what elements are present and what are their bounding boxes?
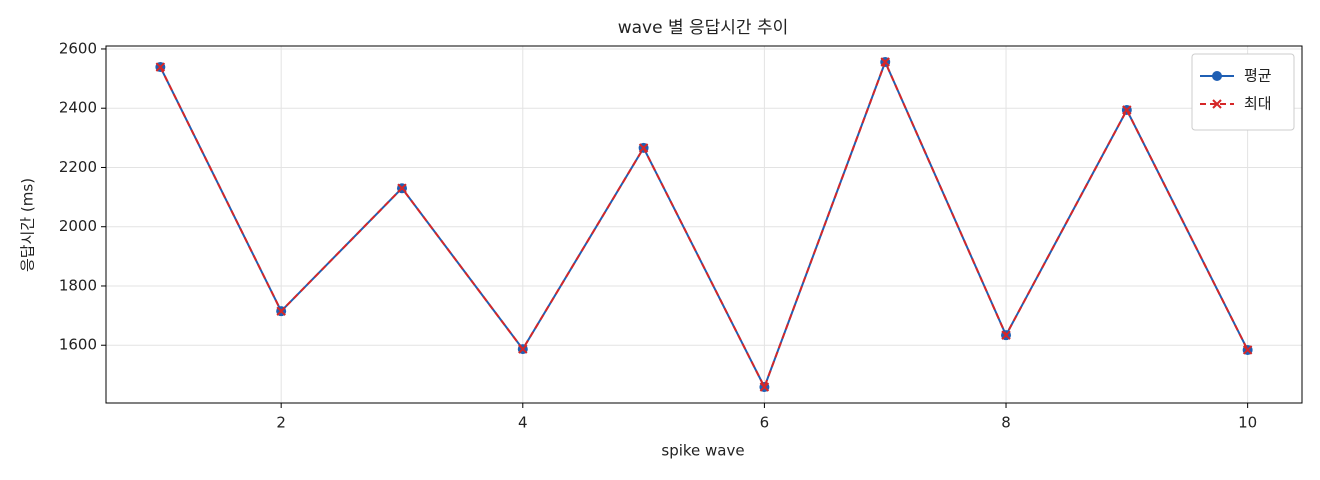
legend-label: 최대 [1244, 95, 1272, 113]
x-tick-label: 10 [1238, 414, 1257, 432]
x-tick-label: 2 [276, 414, 286, 432]
x-axis-label: spike wave [661, 442, 744, 460]
legend-marker [1212, 71, 1222, 81]
point [759, 382, 770, 392]
y-tick-label: 1600 [59, 336, 97, 354]
y-tick-label: 2600 [59, 39, 97, 57]
point [638, 143, 649, 153]
y-tick-label: 2200 [59, 158, 97, 176]
x-tick-label: 4 [518, 414, 528, 432]
plot-frame [105, 45, 1303, 404]
point [518, 344, 528, 354]
x-tick-label: 8 [1001, 414, 1011, 432]
point [276, 306, 286, 316]
y-tick-label: 2000 [59, 217, 97, 235]
point [1122, 105, 1132, 115]
chart-title: wave 별 응답시간 추이 [618, 18, 789, 38]
legend-label: 평균 [1244, 67, 1272, 85]
point [1242, 345, 1253, 355]
x-tick-label: 6 [760, 414, 770, 432]
y-tick-label: 2400 [59, 99, 97, 117]
series-line [159, 59, 1249, 390]
point [155, 62, 166, 72]
series-line [159, 59, 1249, 390]
legend-marker [1212, 99, 1222, 109]
y-tick-label: 1800 [59, 276, 97, 294]
legend-box [1191, 53, 1295, 131]
point [1001, 330, 1011, 340]
y-axis-label: 응답시간 (ms) [19, 178, 37, 272]
point [397, 183, 407, 193]
point [880, 57, 890, 67]
